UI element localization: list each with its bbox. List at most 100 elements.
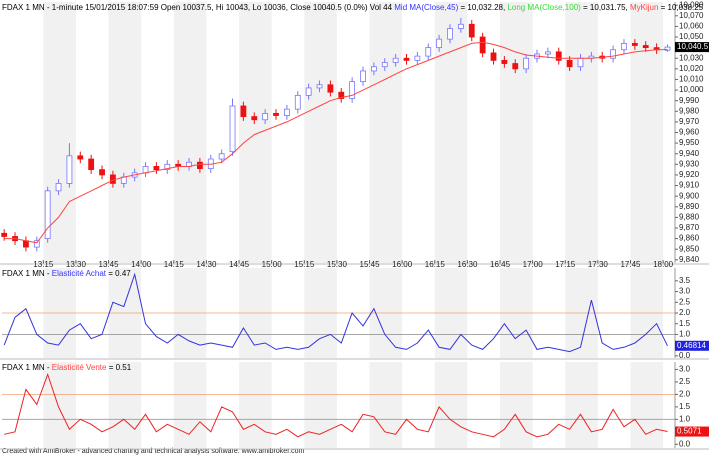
y-tick-label: 2.5 xyxy=(679,377,691,386)
y-tick-label: 3.5 xyxy=(679,276,691,285)
candle-body xyxy=(360,70,366,82)
y-tick-label: 1.5 xyxy=(679,402,691,411)
candle-body xyxy=(577,57,584,68)
y-tick-label: 10,020 xyxy=(679,64,704,73)
time-stripe xyxy=(239,2,272,263)
candle-body xyxy=(621,42,627,51)
candle-body xyxy=(153,166,160,171)
candle-body xyxy=(283,108,290,116)
x-tick-label: 13:45 xyxy=(99,260,120,269)
candle-body xyxy=(338,91,345,99)
x-tick-label: 14:00 xyxy=(131,260,152,269)
last-value-box xyxy=(675,340,709,351)
candle-body xyxy=(251,116,258,121)
candle-body xyxy=(349,81,356,99)
x-tick-label: 15:45 xyxy=(360,260,381,269)
time-stripe xyxy=(239,362,272,448)
time-stripe xyxy=(500,362,533,448)
y-tick-label: 3.0 xyxy=(679,287,691,296)
y-tick-label: 1.5 xyxy=(679,319,691,328)
y-tick-label: 9,990 xyxy=(679,96,700,105)
y-tick-label: 9,970 xyxy=(679,117,700,126)
x-tick-label: 14:45 xyxy=(229,260,250,269)
candle-body xyxy=(447,28,453,40)
x-tick-label: 16:00 xyxy=(392,260,413,269)
candle-body xyxy=(262,113,269,121)
candle-body xyxy=(555,51,562,61)
candle-body xyxy=(44,190,51,239)
last-value-label: 10,040.5 xyxy=(677,42,709,51)
candle-body xyxy=(294,94,301,110)
candle-body xyxy=(631,42,638,46)
candle-body xyxy=(370,66,377,72)
indicator-line xyxy=(4,41,668,244)
x-tick-label: 18:00 xyxy=(653,260,674,269)
y-tick-label: 9,940 xyxy=(679,149,700,158)
time-stripe xyxy=(565,2,598,263)
y-tick-label: 9,890 xyxy=(679,202,700,211)
candle-body xyxy=(316,84,323,89)
candle-body xyxy=(327,84,334,93)
title-part: MyKijun xyxy=(630,3,658,12)
candle-body xyxy=(501,59,508,64)
candle-body xyxy=(240,105,247,117)
last-value-box xyxy=(675,42,709,53)
last-value-box xyxy=(675,426,709,437)
time-stripe xyxy=(108,362,142,448)
title-part: FDAX 1 MN - 1-minute 15/01/2015 18:07:59… xyxy=(2,3,394,12)
y-tick-label: 10,080 xyxy=(679,0,704,9)
candle-body xyxy=(392,57,399,63)
y-tick-label: 9,910 xyxy=(679,181,700,190)
candle-body xyxy=(23,240,29,248)
candle-body xyxy=(381,62,388,68)
candle-body xyxy=(425,47,432,57)
candle-body xyxy=(218,153,225,160)
candle-body xyxy=(479,36,486,54)
x-tick-label: 15:30 xyxy=(327,260,348,269)
candle-body xyxy=(457,23,464,29)
y-tick-label: 2.0 xyxy=(679,308,691,317)
indicator-line xyxy=(4,372,668,438)
y-tick-label: 9,850 xyxy=(679,244,700,253)
y-tick-label: 10,060 xyxy=(679,22,704,31)
y-tick-label: 10,010 xyxy=(679,75,704,84)
candle-body xyxy=(610,49,617,59)
candle-body xyxy=(436,38,443,49)
x-tick-label: 17:30 xyxy=(588,260,609,269)
candle-body xyxy=(305,87,312,96)
pane-title: FDAX 1 MN - Elasticité Vente = 0.51 xyxy=(2,363,132,372)
candle-body xyxy=(490,52,497,61)
candle-body xyxy=(77,155,84,160)
x-tick-label: 13:15 xyxy=(33,260,54,269)
title-part: = 10,032.28, xyxy=(458,3,507,12)
pane-title: FDAX 1 MN - Elasticité Achat = 0.47 xyxy=(2,269,131,278)
candle-body xyxy=(33,240,40,248)
pane-title: FDAX 1 MN - 1-minute 15/01/2015 18:07:59… xyxy=(2,3,704,12)
x-tick-label: 17:15 xyxy=(555,260,576,269)
y-tick-label: 1.0 xyxy=(679,414,691,423)
time-stripe xyxy=(630,2,664,263)
title-part: Mid MA(Close,45) xyxy=(394,3,458,12)
y-tick-label: 0.0 xyxy=(679,439,691,448)
time-stripe xyxy=(500,2,533,263)
title-part: FDAX 1 MN - xyxy=(2,363,52,372)
x-tick-label: 15:15 xyxy=(294,260,315,269)
time-stripe xyxy=(108,2,142,263)
title-part: FDAX 1 MN - xyxy=(2,269,52,278)
candle-body xyxy=(523,57,530,70)
title-part: = 10,031.75, xyxy=(581,3,630,12)
indicator-line xyxy=(3,272,668,353)
time-stripe xyxy=(173,362,207,448)
candle-body xyxy=(414,55,421,61)
candle-body xyxy=(88,158,95,171)
y-tick-label: 10,000 xyxy=(679,85,704,94)
last-value-label: 0.46814 xyxy=(677,341,706,350)
y-tick-label: 9,920 xyxy=(679,170,700,179)
time-stripe xyxy=(630,362,664,448)
y-tick-label: 9,900 xyxy=(679,191,700,200)
candle-body xyxy=(55,183,62,192)
x-tick-label: 16:15 xyxy=(425,260,446,269)
y-tick-label: 9,950 xyxy=(679,138,700,147)
